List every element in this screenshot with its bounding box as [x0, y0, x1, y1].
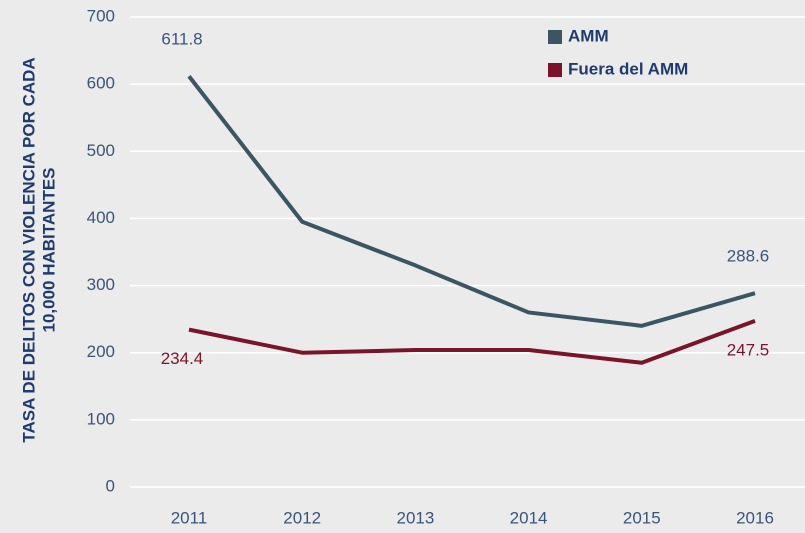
y-tick-label: 700 — [87, 6, 115, 25]
y-tick-label: 100 — [87, 409, 115, 428]
legend-swatch — [548, 30, 562, 44]
line — [187, 74, 756, 328]
y-tick-label: 300 — [87, 275, 115, 294]
x-tick-label: 2015 — [623, 508, 661, 527]
data-label: 234.4 — [161, 349, 204, 368]
y-axis-title: 10,000 HABITANTES — [39, 167, 58, 332]
y-tick-label: 400 — [87, 208, 115, 227]
y-axis-title: TASA DE DELITOS CON VIOLENCIA POR CADA — [19, 57, 38, 442]
legend-label: AMM — [568, 26, 609, 45]
legend-swatch — [548, 63, 562, 77]
y-tick-label: 200 — [87, 342, 115, 361]
legend-label: Fuera del AMM — [568, 59, 688, 78]
x-tick-label: 2012 — [283, 508, 321, 527]
y-tick-label: 0 — [106, 476, 115, 495]
y-tick-label: 500 — [87, 141, 115, 160]
data-label: 247.5 — [727, 340, 770, 359]
x-tick-label: 2016 — [736, 508, 774, 527]
y-tick-label: 600 — [87, 74, 115, 93]
line — [188, 318, 756, 365]
x-tick-label: 2013 — [396, 508, 434, 527]
x-tick-label: 2014 — [510, 508, 548, 527]
data-label: 611.8 — [161, 30, 202, 49]
data-label: 288.6 — [727, 247, 770, 266]
x-tick-label: 2011 — [171, 508, 208, 527]
